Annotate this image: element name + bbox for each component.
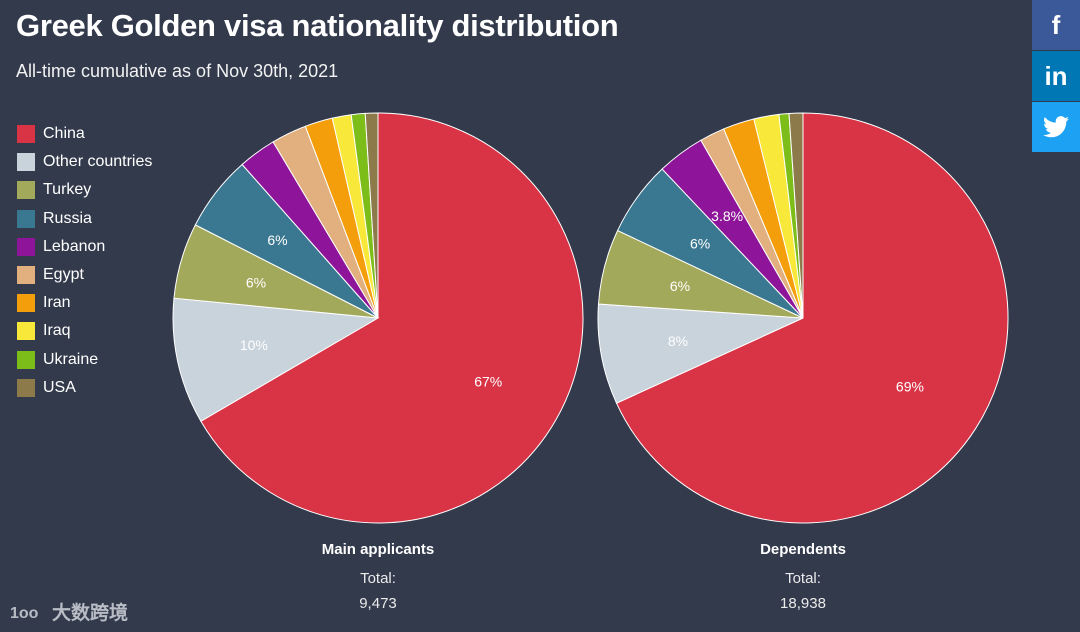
pie-title: Main applicants xyxy=(321,541,435,558)
caption-main-applicants: Main applicants Total: 9,473 xyxy=(278,541,478,612)
social-share-bar: f in xyxy=(1032,0,1080,153)
data-label: 8% xyxy=(668,333,688,349)
legend-item-egypt[interactable]: Egypt xyxy=(17,261,152,289)
data-label: 10% xyxy=(240,337,268,353)
facebook-icon: f xyxy=(1051,9,1061,40)
total-value: 18,938 xyxy=(780,595,826,612)
legend-item-other-countries[interactable]: Other countries xyxy=(17,148,152,176)
pie-slice-china[interactable] xyxy=(200,112,584,524)
svg-text:1oo: 1oo xyxy=(10,605,39,622)
legend-label: Russia xyxy=(43,209,92,227)
pie-slice-usa[interactable] xyxy=(788,112,804,319)
legend-item-turkey[interactable]: Turkey xyxy=(17,176,152,204)
twitter-share-button[interactable] xyxy=(1032,102,1080,152)
data-label: 6% xyxy=(670,278,690,294)
legend-swatch xyxy=(17,181,35,200)
legend-label: Iran xyxy=(43,294,71,312)
legend-swatch xyxy=(17,209,35,228)
legend-item-china[interactable]: China xyxy=(17,120,152,148)
total-label: Total: xyxy=(785,570,821,587)
pie-slice-china[interactable] xyxy=(615,112,1009,524)
caption-dependents: Dependents Total: 18,938 xyxy=(703,541,903,612)
linkedin-icon: in xyxy=(1044,60,1068,91)
legend-item-iran[interactable]: Iran xyxy=(17,289,152,317)
legend-label: Egypt xyxy=(43,266,84,284)
legend-swatch xyxy=(17,322,35,341)
legend-swatch xyxy=(17,350,35,369)
legend-item-lebanon[interactable]: Lebanon xyxy=(17,233,152,261)
legend-label: Other countries xyxy=(43,153,153,171)
chart-title: Greek Golden visa nationality distributi… xyxy=(16,8,619,43)
total-label: Total: xyxy=(360,570,396,587)
pie-slice-usa[interactable] xyxy=(364,112,379,319)
legend-swatch xyxy=(17,378,35,397)
total-value: 9,473 xyxy=(359,595,397,612)
legend-label: USA xyxy=(43,378,76,396)
legend-item-russia[interactable]: Russia xyxy=(17,205,152,233)
legend-label: Lebanon xyxy=(43,237,106,255)
pie-slice-other-countries[interactable] xyxy=(597,303,804,404)
legend-label: Turkey xyxy=(43,181,92,199)
legend-swatch xyxy=(17,153,35,172)
data-label: 6% xyxy=(246,274,266,290)
pie-slice-other-countries[interactable] xyxy=(172,297,380,422)
data-label: 3.8% xyxy=(711,208,743,224)
legend: China Other countries Turkey Russia Leba… xyxy=(17,120,152,402)
legend-swatch xyxy=(17,237,35,256)
watermark-logo-icon: 1oo xyxy=(10,605,39,622)
linkedin-share-button[interactable]: in xyxy=(1032,51,1080,101)
chart-subtitle: All-time cumulative as of Nov 30th, 2021 xyxy=(16,61,339,81)
twitter-icon xyxy=(1043,116,1069,138)
legend-swatch xyxy=(17,125,35,144)
watermark: 1oo 大数跨境 xyxy=(10,598,128,625)
legend-item-ukraine[interactable]: Ukraine xyxy=(17,346,152,374)
legend-item-iraq[interactable]: Iraq xyxy=(17,317,152,345)
legend-label: Iraq xyxy=(43,322,71,340)
watermark-text: 大数跨境 xyxy=(52,603,129,624)
legend-label: Ukraine xyxy=(43,350,99,368)
data-label: 6% xyxy=(690,235,710,251)
data-label: 67% xyxy=(474,373,502,389)
pie-title: Dependents xyxy=(760,541,846,558)
legend-swatch xyxy=(17,294,35,313)
legend-swatch xyxy=(17,266,35,285)
legend-item-usa[interactable]: USA xyxy=(17,374,152,402)
data-label: 69% xyxy=(896,379,924,395)
facebook-share-button[interactable]: f xyxy=(1032,0,1080,50)
legend-label: China xyxy=(43,125,85,143)
data-label: 6% xyxy=(267,232,287,248)
